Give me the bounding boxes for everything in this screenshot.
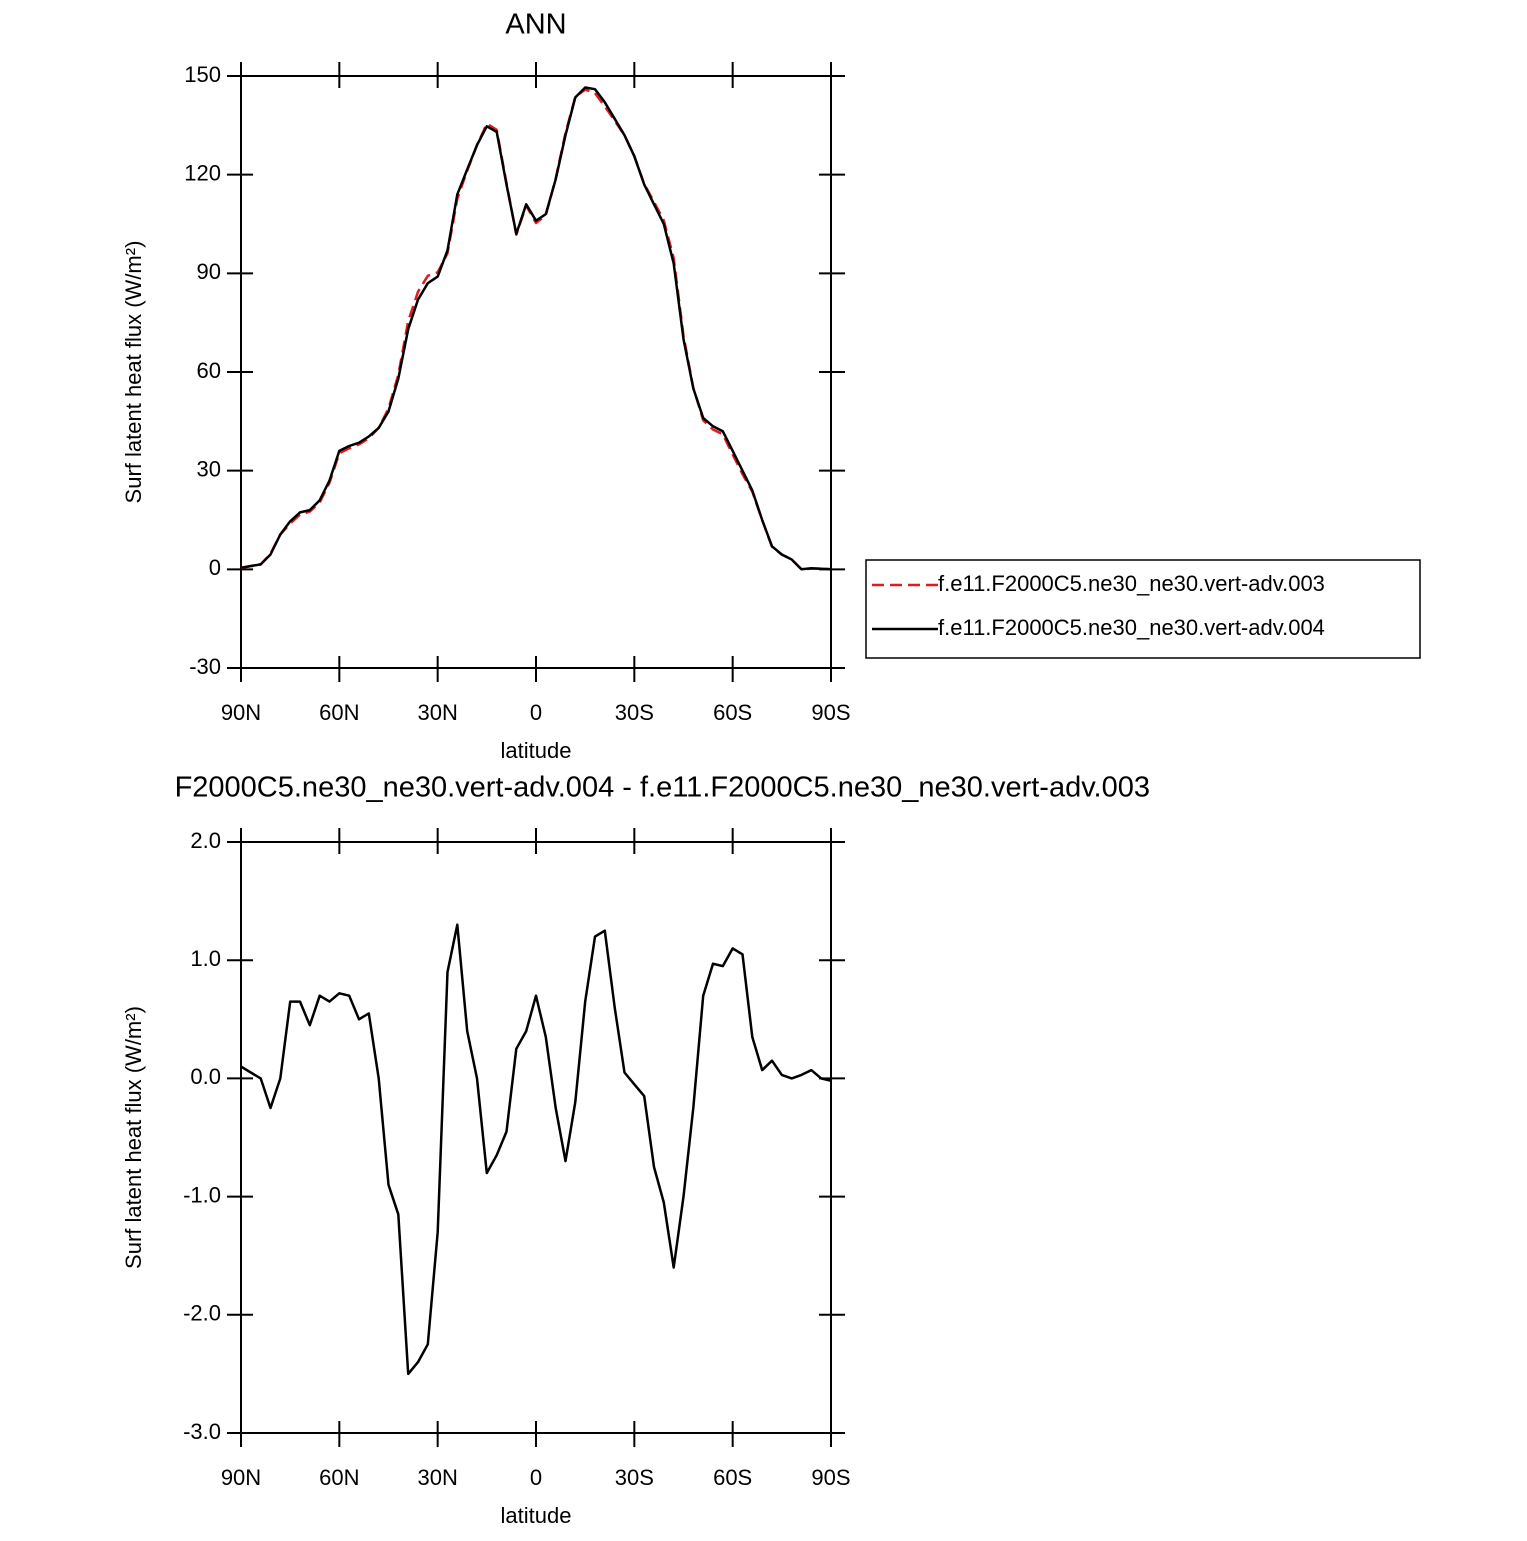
y-tick-label: 90 [197,259,221,284]
legend-label: f.e11.F2000C5.ne30_ne30.vert-adv.004 [938,615,1325,640]
chart-title: F2000C5.ne30_ne30.vert-adv.004 - f.e11.F… [175,772,1150,804]
x-tick-label: 60N [319,1465,359,1490]
y-tick-label: 30 [197,456,221,481]
y-tick-label: -3.0 [183,1419,221,1444]
plot-frame [240,75,832,669]
x-tick-label: 30N [417,700,457,725]
y-tick-label: -1.0 [183,1182,221,1207]
y-axis-label: Surf latent heat flux (W/m²) [121,1006,146,1269]
x-tick-label: 30N [417,1465,457,1490]
y-tick-label: 0.0 [190,1064,221,1089]
x-tick-label: 30S [615,1465,654,1490]
y-tick-label: 120 [184,160,221,185]
plot-frame [240,841,832,1434]
x-tick-label: 90N [221,700,261,725]
y-axis-label: Surf latent heat flux (W/m²) [121,241,146,504]
legend-label: f.e11.F2000C5.ne30_ne30.vert-adv.003 [938,571,1325,596]
x-tick-label: 90N [221,1465,261,1490]
x-tick-label: 90S [811,1465,850,1490]
x-tick-label: 90S [811,700,850,725]
y-tick-label: -2.0 [183,1301,221,1326]
y-tick-label: -30 [189,654,221,679]
y-tick-label: 60 [197,358,221,383]
y-tick-label: 150 [184,62,221,87]
y-tick-label: 1.0 [190,946,221,971]
x-axis-label: latitude [501,738,572,763]
legend-box [865,559,1421,659]
x-tick-label: 0 [530,700,542,725]
x-tick-label: 60N [319,700,359,725]
x-tick-label: 60S [713,1465,752,1490]
data-line [240,923,832,1376]
x-tick-label: 60S [713,700,752,725]
y-tick-label: 2.0 [190,828,221,853]
data-line [240,86,832,571]
y-tick-label: 0 [209,555,221,580]
x-axis-label: latitude [501,1503,572,1528]
x-tick-label: 30S [615,700,654,725]
chart-title: ANN [505,9,566,41]
data-line [240,88,832,571]
x-tick-label: 0 [530,1465,542,1490]
